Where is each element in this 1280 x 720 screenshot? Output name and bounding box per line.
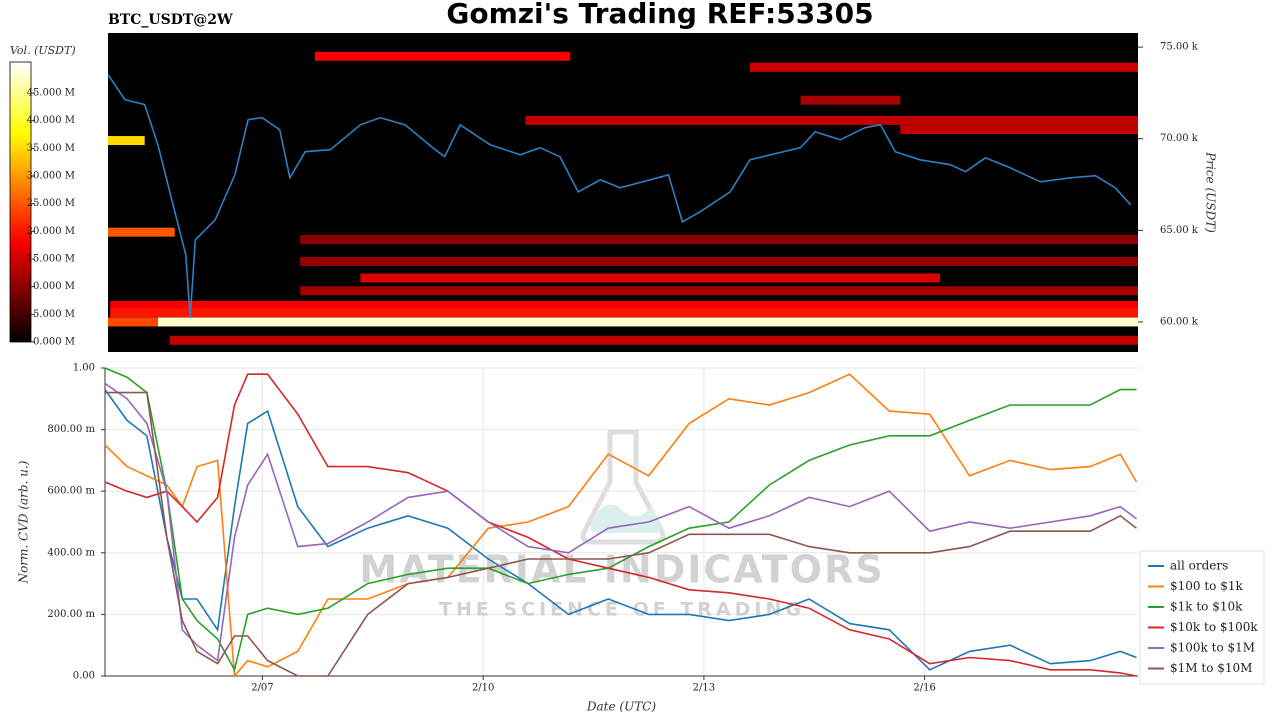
heat-band	[108, 227, 175, 237]
heat-band	[169, 335, 1139, 345]
price-line	[107, 74, 1132, 318]
colorbar-tick-label: 10.000 M	[27, 281, 75, 292]
legend-label: $100 to $1k	[1170, 579, 1243, 593]
x-tick-label: 2/13	[693, 683, 715, 694]
y-tick-label: 70.00 k	[1160, 133, 1199, 144]
colorbar-tick-label: 35.000 M	[27, 143, 75, 154]
plot-background	[108, 33, 1138, 352]
heat-band	[800, 95, 901, 105]
y-tick-label: 1.00	[73, 363, 95, 374]
colorbar	[9, 61, 32, 343]
colorbar-tick-label: 30.000 M	[27, 170, 75, 181]
y-axis-label: Price (USDT)	[1204, 151, 1218, 233]
heat-band	[108, 317, 158, 327]
heat-band	[300, 286, 1138, 296]
legend-label: $10k to $100k	[1170, 620, 1258, 634]
colorbar-tick-label: 40.000 M	[27, 115, 75, 126]
cvd-line	[105, 391, 1137, 677]
x-axis-label: Date (UTC)	[586, 700, 656, 714]
heat-band	[110, 308, 1139, 318]
heat-band	[314, 51, 571, 61]
x-tick-label: 2/16	[913, 683, 935, 694]
x-tick-label: 2/07	[251, 683, 273, 694]
colorbar-tick-label: 15.000 M	[27, 253, 75, 264]
y-tick-label: 60.00 k	[1160, 316, 1199, 327]
y-tick-label: 200.00 m	[47, 609, 95, 620]
legend-label: $1k to $10k	[1170, 600, 1243, 614]
heat-band	[360, 273, 940, 283]
watermark-title: MATERIAL INDICATORS	[359, 548, 884, 592]
chart-subtitle: BTC_USDT@2W	[108, 12, 233, 28]
watermark-subtitle: THE SCIENCE OF TRADING	[439, 599, 805, 621]
cvd-line	[104, 373, 1138, 678]
heat-band	[900, 125, 1138, 135]
legend-box	[1139, 550, 1265, 685]
flask-liquid	[590, 504, 661, 533]
heat-band	[749, 62, 1138, 72]
heat-band	[108, 136, 145, 146]
cvd-line	[104, 382, 1137, 663]
y-tick-label: 400.00 m	[47, 547, 95, 558]
y-axis-label: Norm. CVD (arb. u.)	[17, 460, 31, 584]
colorbar-tick-label: 0.000 M	[33, 337, 75, 348]
y-tick-label: 600.00 m	[47, 486, 95, 497]
y-tick-label: 800.00 m	[47, 424, 95, 435]
cvd-line	[104, 373, 1137, 677]
cvd-line	[104, 367, 1137, 673]
legend-label: all orders	[1170, 559, 1228, 573]
colorbar-label: Vol. (USDT)	[10, 44, 76, 57]
colorbar-tick-label: 5.000 M	[33, 309, 75, 320]
heat-band	[110, 300, 1139, 310]
heat-band	[300, 234, 1138, 244]
x-tick-label: 2/10	[472, 683, 494, 694]
y-tick-label: 65.00 k	[1160, 225, 1199, 236]
watermark-logo	[580, 429, 666, 545]
chart-title: Gomzi's Trading REF:53305	[446, 0, 873, 30]
heat-band	[300, 256, 1138, 266]
legend-label: $1M to $10M	[1170, 661, 1252, 675]
colorbar-tick-label: 20.000 M	[27, 226, 75, 237]
colorbar-tick-label: 25.000 M	[27, 198, 75, 209]
legend-label: $100k to $1M	[1170, 641, 1255, 655]
colorbar-tick-label: 45.000 M	[27, 87, 75, 98]
heat-band	[157, 317, 1138, 327]
heat-band	[525, 115, 1138, 125]
y-tick-label: 0.00	[73, 671, 95, 682]
flask-icon	[580, 429, 666, 545]
y-tick-label: 75.00 k	[1160, 42, 1199, 53]
